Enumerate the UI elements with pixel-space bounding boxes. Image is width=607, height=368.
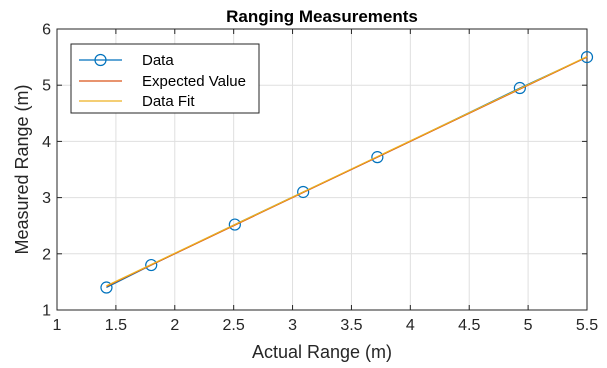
x-tick-label: 3 (288, 317, 297, 334)
x-tick-label: 5 (524, 317, 533, 334)
axes-box (56, 28, 588, 311)
legend-label-expected-value: Expected Value (142, 73, 246, 90)
data-point (228, 218, 241, 231)
data-point (371, 151, 384, 164)
series-line-data-fit (106, 55, 588, 287)
x-tick-label: 2 (170, 317, 179, 334)
axis-ticks (56, 28, 588, 311)
chart-title: Ranging Measurements (226, 7, 418, 26)
y-tick-label: 2 (42, 246, 51, 263)
tick-labels: 1 1.5 2 2.5 3 3.5 4 4.5 5 5.5 1 2 3 4 5 6 (42, 22, 598, 335)
x-axis-label: Actual Range (m) (252, 342, 392, 362)
data-point (100, 281, 113, 294)
y-axis-label: Measured Range (m) (12, 84, 32, 254)
y-tick-label: 4 (42, 134, 51, 151)
data-point (580, 50, 594, 64)
legend: Data Expected Value Data Fit (70, 43, 260, 114)
x-tick-label: 1.5 (105, 317, 127, 334)
legend-label-data: Data (142, 52, 174, 69)
y-tick-label: 5 (42, 78, 51, 95)
x-tick-label: 4 (406, 317, 415, 334)
y-tick-label: 1 (42, 303, 51, 320)
y-tick-label: 3 (42, 190, 51, 207)
y-tick-label: 6 (42, 22, 51, 39)
series-layer (100, 50, 594, 294)
data-point (513, 81, 526, 95)
legend-label-data-fit: Data Fit (142, 93, 195, 110)
x-tick-label: 3.5 (340, 317, 362, 334)
x-tick-label: 2.5 (223, 317, 245, 334)
data-point (297, 185, 310, 199)
legend-marker-data (94, 53, 107, 67)
x-tick-label: 5.5 (576, 317, 598, 334)
x-tick-label: 1 (53, 317, 62, 334)
x-tick-label: 4.5 (458, 317, 480, 334)
data-point (145, 258, 158, 272)
